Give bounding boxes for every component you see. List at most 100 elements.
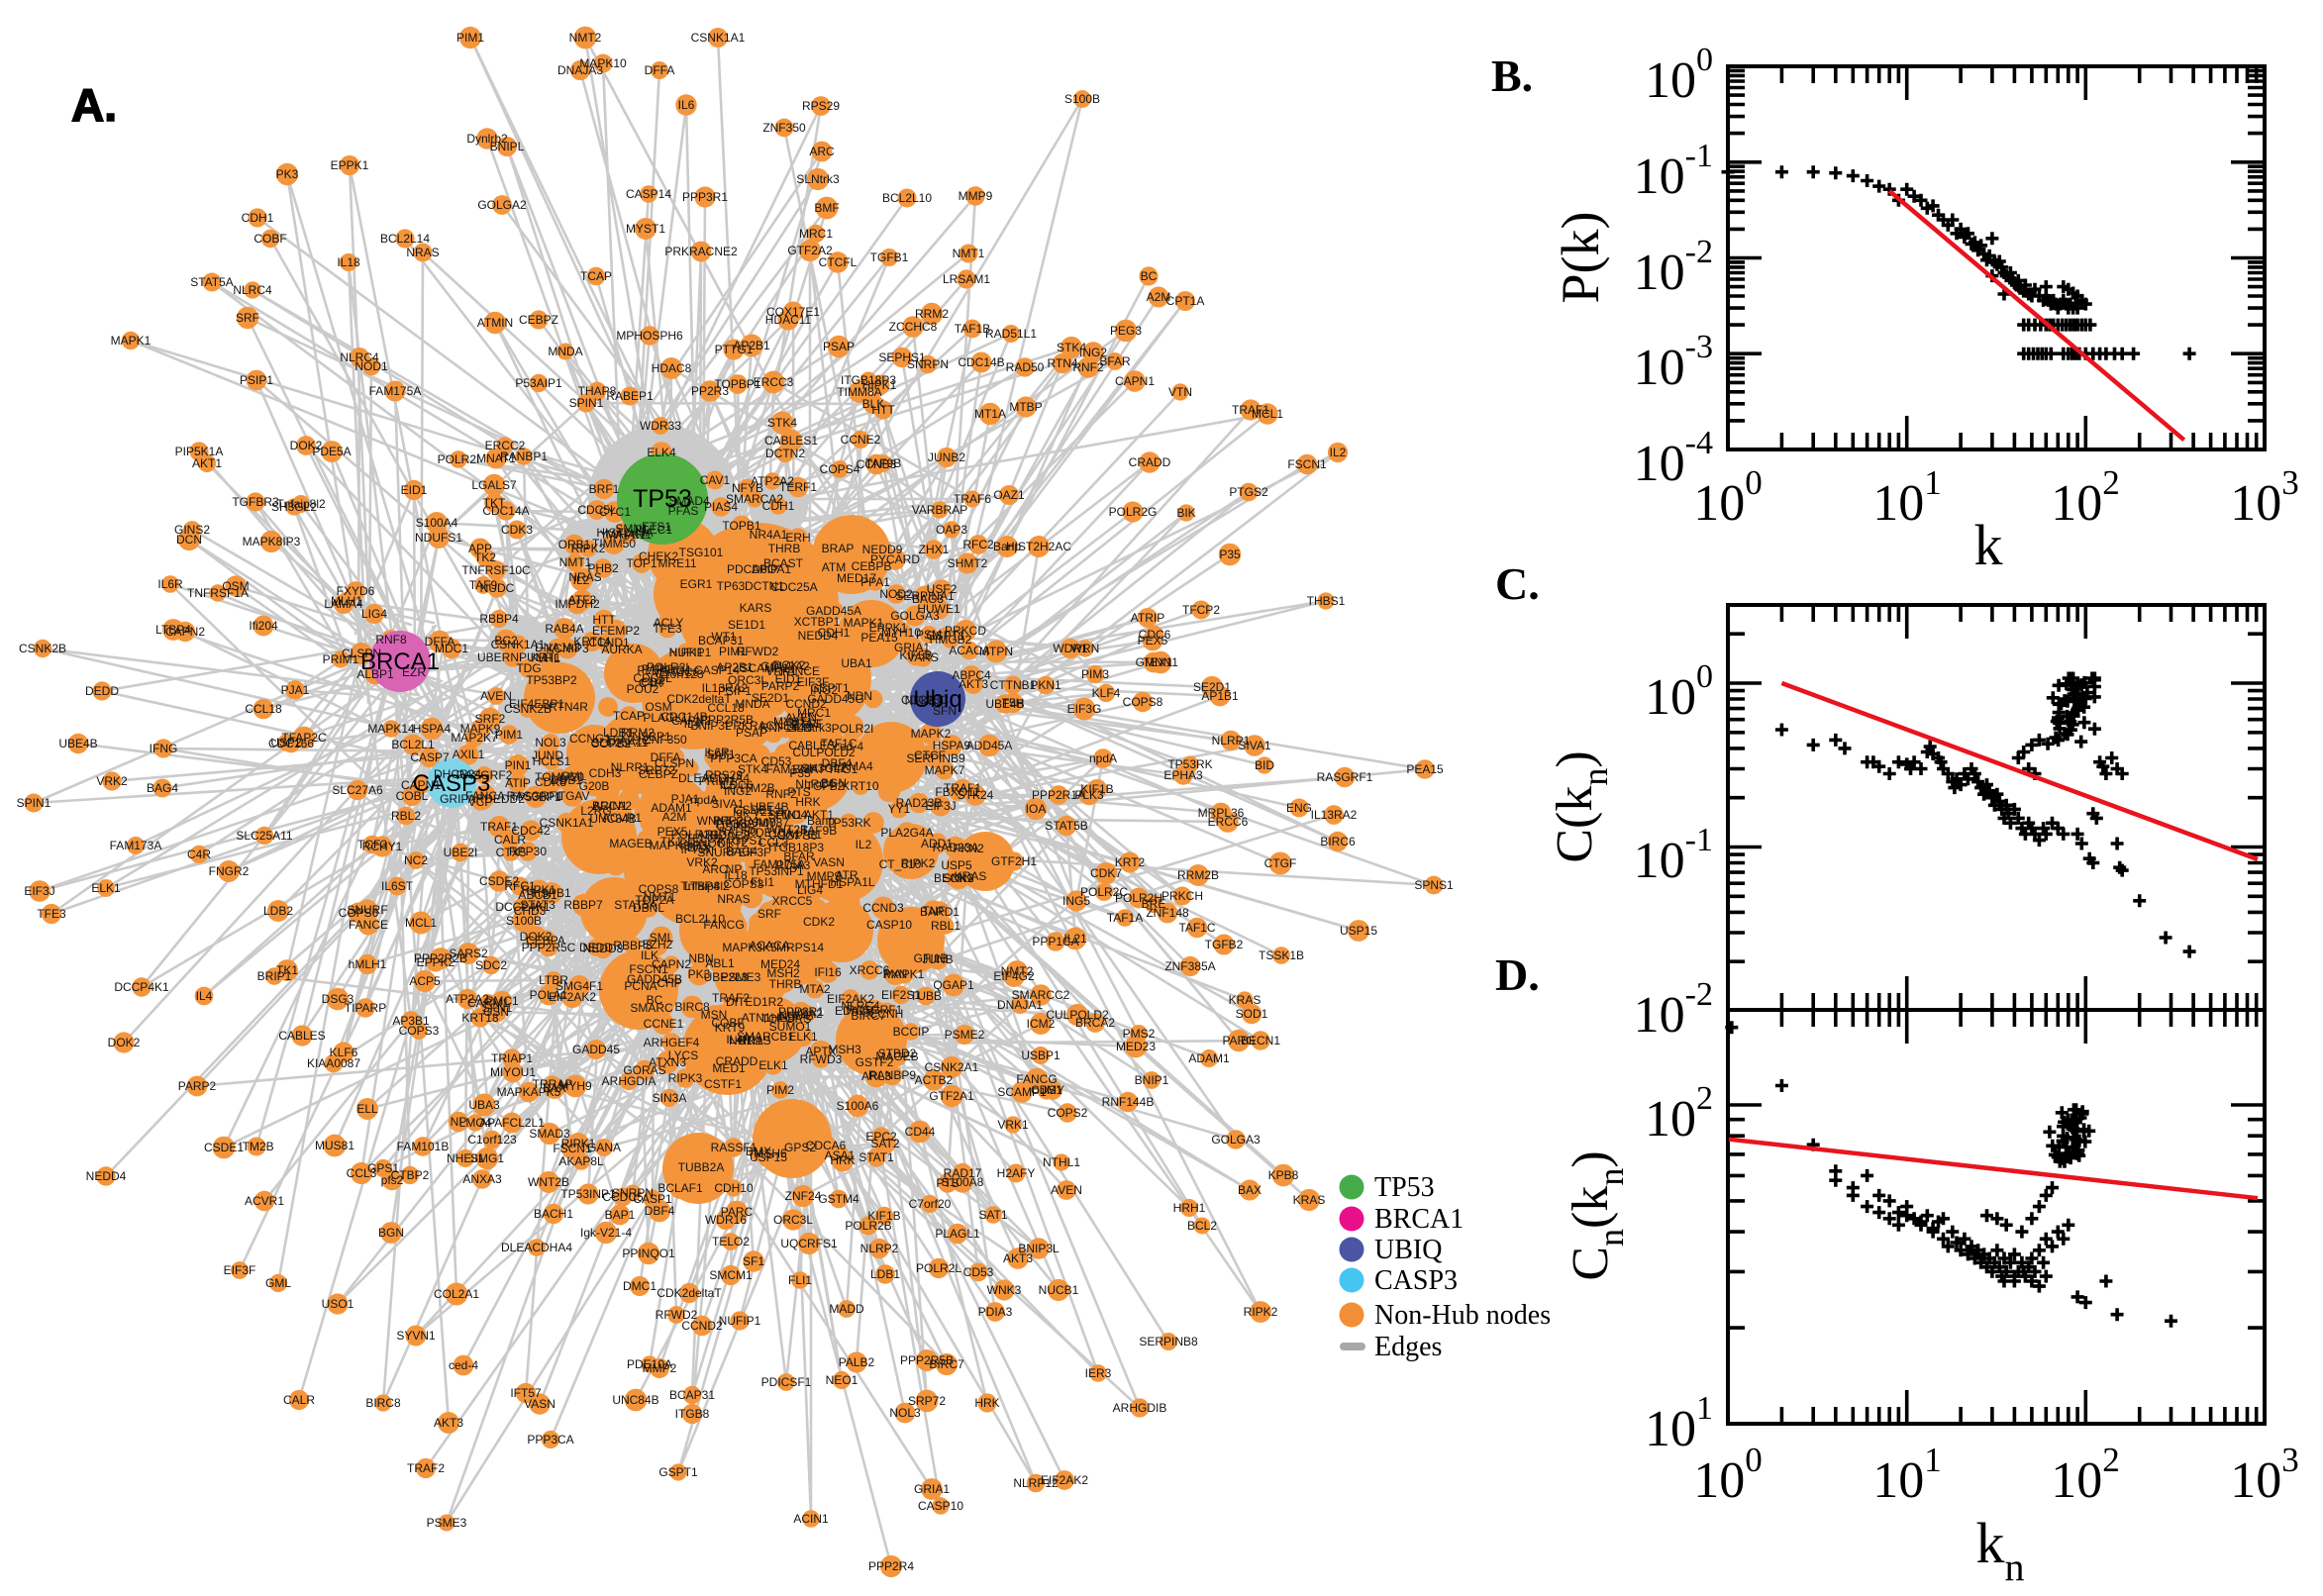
svg-text:RAD51L1: RAD51L1: [985, 327, 1037, 341]
svg-text:VARS: VARS: [907, 650, 939, 664]
svg-text:SHMT2: SHMT2: [948, 556, 988, 570]
svg-text:DCTN2: DCTN2: [765, 447, 805, 460]
svg-text:STK4: STK4: [738, 762, 767, 776]
svg-text:COPS8: COPS8: [1123, 695, 1163, 709]
svg-text:LIG4: LIG4: [361, 607, 387, 621]
svg-text:SRF: SRF: [758, 907, 781, 921]
svg-text:BRAP: BRAP: [822, 542, 855, 555]
svg-text:BAX: BAX: [687, 841, 711, 854]
svg-text:RRM2B: RRM2B: [1177, 868, 1219, 882]
svg-text:PK3: PK3: [276, 167, 299, 181]
svg-text:TRAF2: TRAF2: [407, 1461, 445, 1475]
svg-text:PPP2R4: PPP2R4: [713, 814, 758, 828]
svg-text:CABLES: CABLES: [788, 739, 835, 752]
svg-text:CDH10: CDH10: [714, 1181, 754, 1195]
svg-text:CCL18: CCL18: [245, 702, 282, 716]
svg-text:PSIP1: PSIP1: [240, 373, 273, 387]
svg-text:AKT1: AKT1: [804, 808, 834, 822]
svg-text:BRCA2: BRCA2: [1075, 1016, 1115, 1030]
svg-text:AVEN: AVEN: [480, 689, 512, 703]
svg-text:HDAC8: HDAC8: [652, 361, 692, 375]
svg-text:PRKRACNE2: PRKRACNE2: [664, 245, 738, 258]
svg-text:Ifi204: Ifi204: [249, 619, 278, 633]
svg-text:IFNG: IFNG: [150, 742, 178, 755]
svg-text:EIF3J: EIF3J: [24, 884, 54, 898]
svg-text:RTN4: RTN4: [1047, 356, 1077, 370]
svg-text:DCTN1: DCTN1: [745, 579, 784, 593]
svg-text:ZNF24: ZNF24: [785, 1189, 822, 1203]
svg-text:IL2: IL2: [573, 573, 590, 587]
svg-text:SLC27A6: SLC27A6: [332, 783, 383, 797]
svg-text:UBA3: UBA3: [468, 1098, 500, 1112]
svg-text:HSPB1: HSPB1: [532, 886, 571, 900]
svg-text:MTBP: MTBP: [1009, 400, 1042, 414]
svg-text:BIRC8: BIRC8: [365, 1396, 401, 1410]
svg-text:SMG1: SMG1: [470, 1151, 504, 1165]
svg-text:OAZ1: OAZ1: [993, 488, 1025, 502]
svg-text:FAM173A: FAM173A: [110, 839, 162, 852]
svg-text:ERCC3: ERCC3: [754, 375, 794, 389]
svg-text:CDH1: CDH1: [242, 211, 274, 225]
svg-text:DNAJA3: DNAJA3: [557, 63, 603, 77]
svg-text:VTN: VTN: [1168, 385, 1192, 399]
svg-text:PDE10A: PDE10A: [748, 826, 793, 840]
svg-text:RNF8: RNF8: [375, 633, 407, 647]
svg-text:THBS1: THBS1: [1307, 594, 1346, 608]
svg-text:AVEN: AVEN: [785, 711, 817, 725]
svg-text:COL2A1: COL2A1: [434, 1287, 479, 1301]
svg-text:PSAP: PSAP: [823, 340, 855, 353]
svg-text:IL18: IL18: [724, 868, 748, 882]
svg-text:PTGS2: PTGS2: [1229, 485, 1268, 499]
svg-text:WT1: WT1: [711, 630, 737, 644]
svg-text:CASP7: CASP7: [410, 750, 450, 764]
svg-text:BMF: BMF: [814, 201, 839, 215]
svg-text:IMPDH2: IMPDH2: [555, 597, 600, 611]
svg-text:SYVN1: SYVN1: [396, 1329, 436, 1343]
svg-text:BNIP3L: BNIP3L: [1018, 1242, 1060, 1255]
svg-text:SML: SML: [650, 931, 674, 945]
svg-text:ZNF350: ZNF350: [762, 121, 806, 135]
svg-text:RFWD3: RFWD3: [800, 1052, 843, 1066]
svg-text:GORAS: GORAS: [623, 1063, 665, 1077]
svg-text:WDR16: WDR16: [705, 1213, 747, 1227]
svg-text:BGN: BGN: [378, 1226, 404, 1240]
svg-text:CCNE1: CCNE1: [644, 1017, 684, 1031]
svg-text:SIN3A: SIN3A: [653, 1091, 687, 1105]
svg-text:IFI16: IFI16: [814, 965, 842, 979]
svg-text:AVEN: AVEN: [1051, 1183, 1082, 1197]
svg-text:DFFA: DFFA: [651, 750, 681, 764]
svg-text:DFFA: DFFA: [425, 635, 455, 648]
svg-text:Dynlrb2: Dynlrb2: [466, 132, 508, 146]
svg-text:ZHX1: ZHX1: [919, 543, 950, 556]
svg-text:BAX: BAX: [543, 1081, 566, 1095]
svg-text:H2AFY: H2AFY: [997, 1166, 1036, 1180]
svg-text:AKT1: AKT1: [192, 456, 222, 470]
svg-text:KARS: KARS: [740, 601, 772, 615]
svg-text:MLH1: MLH1: [331, 594, 362, 608]
svg-text:KLF4: KLF4: [1092, 686, 1121, 700]
svg-text:POLR2I: POLR2I: [832, 722, 874, 736]
svg-text:Tnfaip8l2: Tnfaip8l2: [680, 879, 730, 893]
svg-text:RNF144B: RNF144B: [1102, 1095, 1155, 1109]
svg-text:MADD: MADD: [829, 1302, 864, 1316]
svg-text:TP53INP1: TP53INP1: [560, 1187, 616, 1201]
svg-text:MAPK1: MAPK1: [884, 967, 925, 981]
svg-text:PPP2R4: PPP2R4: [868, 1559, 914, 1573]
svg-text:SERPINA1: SERPINA1: [895, 589, 955, 603]
svg-text:ATP2A2: ATP2A2: [446, 992, 489, 1006]
svg-text:UNC84B: UNC84B: [612, 1393, 658, 1407]
svg-text:STAT5A: STAT5A: [190, 275, 234, 289]
svg-text:BNIP3L: BNIP3L: [690, 719, 732, 733]
svg-text:npdA: npdA: [1089, 751, 1117, 765]
svg-text:IFT57: IFT57: [510, 1386, 542, 1400]
svg-text:PJA1: PJA1: [281, 683, 310, 697]
svg-text:PEG3: PEG3: [1110, 324, 1142, 338]
svg-text:FSCN1: FSCN1: [1287, 457, 1327, 471]
svg-text:BRCA1: BRCA1: [360, 648, 440, 675]
svg-text:COX17E1: COX17E1: [766, 305, 820, 319]
svg-text:GOLGA2: GOLGA2: [760, 659, 810, 673]
svg-text:BCL2L14: BCL2L14: [380, 232, 430, 246]
svg-text:NRAS: NRAS: [717, 892, 750, 906]
svg-text:TOP1: TOP1: [626, 556, 656, 570]
svg-text:TP53BP2: TP53BP2: [526, 673, 577, 687]
